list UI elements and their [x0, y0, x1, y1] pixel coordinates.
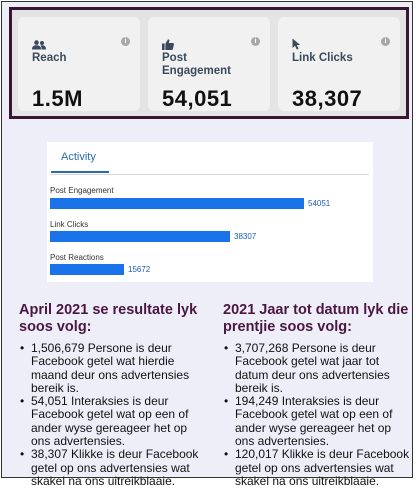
metric-card-reach[interactable]: Reach i 1.5M [18, 17, 140, 111]
month-results-list: 1,506,679 Persone is deur Facebook getel… [19, 341, 204, 488]
bar-link-clicks [50, 231, 230, 242]
cursor-icon [292, 37, 303, 55]
bar-value-link-clicks: 38307 [234, 232, 257, 241]
bar-value-post-reactions: 15672 [128, 265, 151, 274]
info-icon[interactable]: i [121, 37, 130, 46]
list-item: 38,307 Klikke is deur Facebook getel op … [19, 448, 204, 488]
bar-label-post-engagement: Post Engagement [50, 186, 114, 195]
ytd-results-list: 3,707,268 Persone is deur Facebook getel… [223, 341, 411, 488]
bar-value-post-engagement: 54051 [308, 199, 331, 208]
metric-card-link-clicks[interactable]: Link Clicks i 38,307 [278, 17, 400, 111]
list-item: 54,051 Interaksies is deur Facebook gete… [19, 395, 204, 448]
thumbs-up-icon [162, 37, 174, 55]
month-results: April 2021 se resultate lyk soos volg: 1… [19, 302, 204, 488]
list-item: 1,506,679 Persone is deur Facebook getel… [19, 341, 204, 395]
month-results-heading: April 2021 se resultate lyk soos volg: [19, 302, 198, 335]
list-item: 3,707,268 Persone is deur Facebook getel… [223, 341, 411, 395]
tab-divider [51, 174, 369, 175]
metric-value: 38,307 [292, 86, 363, 111]
metric-label: Post Engagement [162, 52, 232, 77]
list-item: 194,249 Interaksies is deur Facebook get… [223, 395, 411, 448]
tab-underline [51, 171, 109, 173]
ytd-results-heading: 2021 Jaar tot datum lyk die prentjie soo… [223, 302, 409, 335]
ytd-results: 2021 Jaar tot datum lyk die prentjie soo… [223, 302, 411, 488]
bar-post-engagement [50, 198, 304, 209]
metric-value: 1.5M [32, 86, 83, 111]
metric-label: Link Clicks [292, 52, 353, 64]
tab-activity[interactable]: Activity [61, 151, 96, 163]
metric-label: Reach [32, 52, 67, 64]
people-icon [32, 37, 46, 55]
bar-post-reactions [50, 264, 124, 275]
metric-card-post-engagement[interactable]: Post Engagement i 54,051 [148, 17, 270, 111]
metric-value: 54,051 [162, 86, 233, 111]
activity-chart: Activity Post Engagement 54051 Link Clic… [47, 142, 373, 282]
info-icon[interactable]: i [251, 37, 260, 46]
list-item: 120,017 Klikke is deur Facebook getel op… [223, 448, 411, 488]
metrics-frame: Reach i 1.5M Post Engagement i 54,051 Li… [9, 7, 409, 119]
bar-label-link-clicks: Link Clicks [50, 220, 89, 229]
info-icon[interactable]: i [381, 37, 390, 46]
bar-label-post-reactions: Post Reactions [50, 253, 104, 262]
